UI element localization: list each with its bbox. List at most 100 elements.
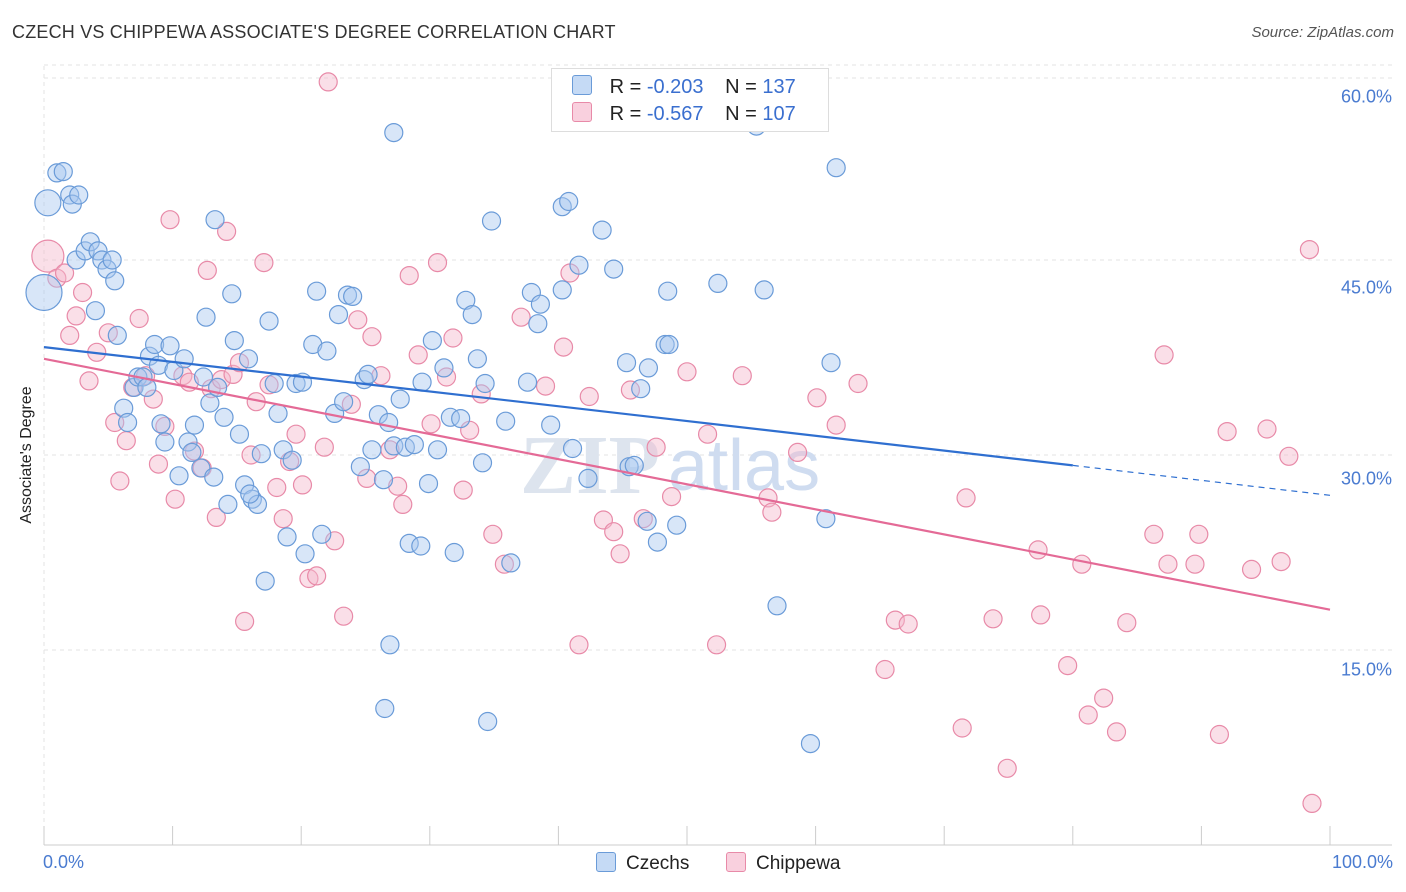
chippewa-point	[362, 327, 382, 347]
czechs-point	[373, 470, 394, 490]
chippewa-point	[143, 389, 163, 409]
legend-chippewa-label: Chippewa	[756, 853, 841, 874]
czechs-point	[422, 331, 442, 351]
czechs-point	[193, 367, 214, 387]
czechs-point	[358, 364, 378, 384]
czechs-point	[251, 444, 271, 464]
chippewa-point	[54, 263, 75, 283]
chippewa-point	[579, 386, 599, 407]
chippewa-point	[875, 659, 895, 680]
czechs-point	[255, 571, 275, 591]
chippewa-point	[697, 424, 718, 444]
czechs-point	[282, 450, 302, 470]
chippewa-point	[661, 487, 682, 507]
chippewa-point	[494, 554, 514, 574]
legend-row-czechs: R = -0.203 N = 137	[572, 75, 796, 99]
czechs-point	[144, 334, 165, 355]
chippewa-points	[31, 72, 1322, 814]
chippewa-point	[273, 509, 293, 529]
czechs-point	[114, 398, 134, 418]
czechs-point	[264, 373, 284, 394]
chippewa-point	[453, 480, 473, 500]
watermark-atlas: atlas	[668, 426, 820, 506]
y-axis-label: Associate's Degree	[18, 386, 35, 524]
czechs-point	[34, 189, 62, 217]
czechs-point	[312, 524, 332, 544]
czechs-point	[184, 415, 205, 435]
czechs-point	[259, 311, 279, 331]
czechs-point	[105, 271, 125, 291]
czechs-point	[528, 314, 548, 334]
y-tick-label-15: 15.0%	[1340, 659, 1392, 680]
czechs-point	[375, 698, 395, 719]
czechs-n-label: N =	[725, 76, 757, 98]
czechs-point	[205, 210, 225, 230]
y-tick-label-30: 30.0%	[1340, 468, 1392, 489]
chippewa-point	[787, 442, 808, 462]
chippewa-point	[604, 522, 624, 542]
czechs-swatch	[572, 75, 592, 95]
chippewa-point	[983, 609, 1003, 629]
czechs-point	[240, 484, 260, 504]
czechs-point	[196, 307, 216, 327]
chippewa-point	[848, 373, 868, 394]
czechs-point	[200, 393, 220, 413]
czechs-point	[379, 412, 399, 433]
chippewa-point	[235, 611, 255, 632]
czechs-point	[174, 349, 194, 369]
czechs-point	[384, 123, 404, 143]
czechs-point	[102, 250, 122, 270]
czechs-point	[517, 372, 538, 392]
chippewa-point	[341, 394, 361, 414]
czechs-point	[247, 494, 268, 514]
chippewa-point	[1279, 446, 1299, 466]
chippewa-point	[535, 376, 556, 396]
czechs-points	[25, 116, 846, 754]
chippewa-point	[286, 424, 306, 444]
chippewa-point	[60, 325, 80, 345]
czechs-point	[69, 185, 89, 205]
chippewa-point	[116, 431, 136, 451]
chippewa-point	[1078, 705, 1098, 725]
czechs-point	[218, 494, 238, 514]
czechs-point	[708, 273, 728, 293]
chippewa-swatch	[572, 102, 592, 122]
czechs-point	[501, 553, 521, 573]
chippewa-point	[79, 371, 99, 391]
czechs-point	[286, 373, 306, 394]
chippewa-point	[1271, 551, 1291, 572]
chippewa-point	[299, 568, 319, 589]
chippewa-point	[952, 718, 972, 738]
chippewa-point	[1031, 605, 1051, 625]
czechs-point	[816, 509, 836, 529]
czechs-point	[380, 635, 400, 655]
correlation-legend: R = -0.203 N = 137 R = -0.567 N = 107	[551, 68, 829, 132]
czechs-point	[362, 440, 382, 460]
legend-chippewa-swatch	[726, 852, 746, 872]
chippewa-point	[31, 239, 65, 273]
czechs-point	[307, 281, 327, 301]
y-tick-label-45: 45.0%	[1340, 277, 1392, 298]
czechs-trend-line	[43, 346, 1073, 467]
czechs-point	[631, 379, 651, 399]
chippewa-point	[1302, 793, 1322, 814]
chippewa-point	[72, 282, 93, 303]
trend-lines	[43, 346, 1331, 611]
czechs-point	[444, 542, 464, 563]
czechs-r-label: R =	[609, 76, 642, 98]
czechs-point	[552, 197, 572, 217]
chippewa-point	[1072, 554, 1092, 574]
czechs-point	[637, 511, 657, 531]
czechs-point	[242, 489, 262, 509]
czechs-point	[97, 259, 117, 279]
chippewa-point	[1185, 554, 1205, 574]
chippewa-point	[483, 524, 503, 544]
chippewa-point	[553, 337, 574, 357]
chippewa-point	[1094, 688, 1114, 708]
chippewa-point	[318, 72, 338, 92]
czechs-point	[475, 373, 495, 394]
czechs-point	[214, 407, 234, 427]
chippewa-point	[148, 454, 169, 474]
chippewa-r-label: R =	[609, 103, 642, 125]
chippewa-point	[408, 345, 428, 365]
